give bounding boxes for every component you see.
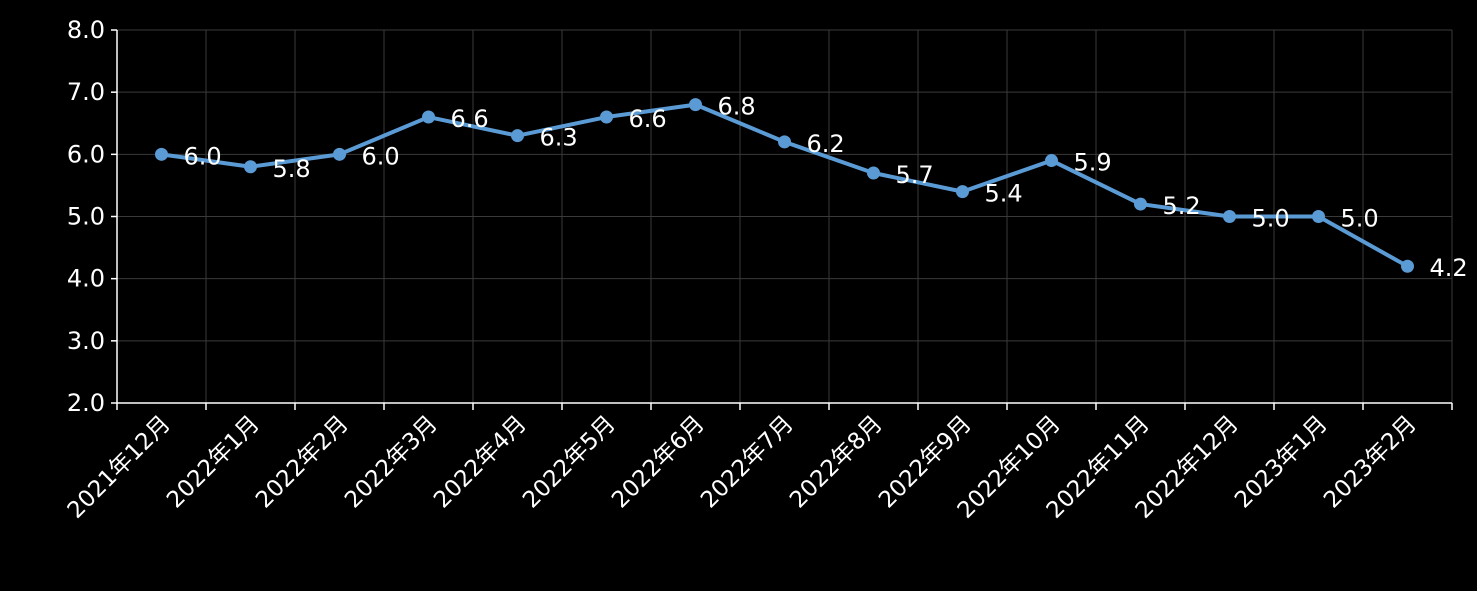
x-tick-label: 2022年1月: [162, 411, 265, 514]
data-point: [1134, 197, 1147, 211]
data-point: [333, 147, 346, 161]
y-tick-label: 8.0: [67, 16, 105, 44]
data-point: [244, 160, 257, 174]
data-point: [1223, 210, 1236, 223]
x-tick-label: 2022年4月: [429, 411, 532, 514]
data-label: 6.6: [451, 105, 489, 133]
data-label: 5.7: [896, 161, 934, 189]
data-label: 6.6: [629, 105, 667, 133]
x-tick-label: 2022年6月: [607, 411, 710, 514]
x-tick-label: 2022年2月: [251, 411, 354, 514]
x-tick-label: 2022年7月: [696, 411, 799, 514]
y-axis-ticks: 2.0 3.0 4.0 5.0 6.0 7.0 8.0: [67, 16, 117, 417]
data-label: 6.3: [540, 124, 578, 152]
data-point: [1401, 259, 1414, 273]
y-tick-label: 2.0: [67, 389, 105, 417]
x-tick-label: 2022年3月: [340, 411, 443, 514]
data-label: 5.0: [1341, 205, 1379, 233]
data-point: [956, 185, 969, 199]
data-label: 6.0: [184, 142, 222, 170]
x-tick-label: 2023年1月: [1230, 411, 1333, 514]
data-label: 5.2: [1163, 192, 1201, 220]
data-label: 5.0: [1252, 205, 1290, 233]
data-point: [867, 166, 880, 180]
data-point: [422, 110, 435, 124]
x-tick-label: 2022年8月: [785, 411, 888, 514]
data-label: 6.2: [807, 130, 845, 158]
y-tick-label: 5.0: [67, 203, 105, 231]
data-point: [600, 110, 613, 124]
grid-lines: [117, 29, 1453, 403]
data-label: 6.8: [718, 93, 756, 121]
data-point: [511, 129, 524, 143]
series-group: [155, 98, 1414, 273]
y-tick-label: 7.0: [67, 78, 105, 106]
data-point: [1312, 210, 1325, 223]
data-labels: 6.0 5.8 6.0 6.6 6.3 6.6 6.8 6.2 5.7 5.4 5.9 5.2 5.0 5…: [184, 93, 1468, 283]
y-tick-label: 4.0: [67, 265, 105, 293]
data-label: 4.2: [1430, 254, 1468, 282]
data-label: 5.4: [985, 180, 1023, 208]
data-label: 5.9: [1074, 149, 1112, 177]
data-label: 5.8: [273, 155, 311, 183]
x-tick-label: 2022年5月: [518, 411, 621, 514]
x-tick-label: 2023年2月: [1319, 411, 1422, 514]
x-tick-label: 2021年12月: [63, 411, 176, 524]
data-point: [689, 98, 702, 112]
x-axis-ticks: 2021年12月2022年1月2022年2月2022年3月2022年4月2022…: [63, 403, 1453, 524]
data-label: 6.0: [362, 142, 400, 170]
data-point: [155, 147, 168, 161]
series-line: [161, 102, 1409, 268]
data-point: [778, 135, 791, 149]
y-tick-label: 3.0: [67, 327, 105, 355]
data-point: [1045, 154, 1058, 168]
y-tick-label: 6.0: [67, 140, 105, 168]
